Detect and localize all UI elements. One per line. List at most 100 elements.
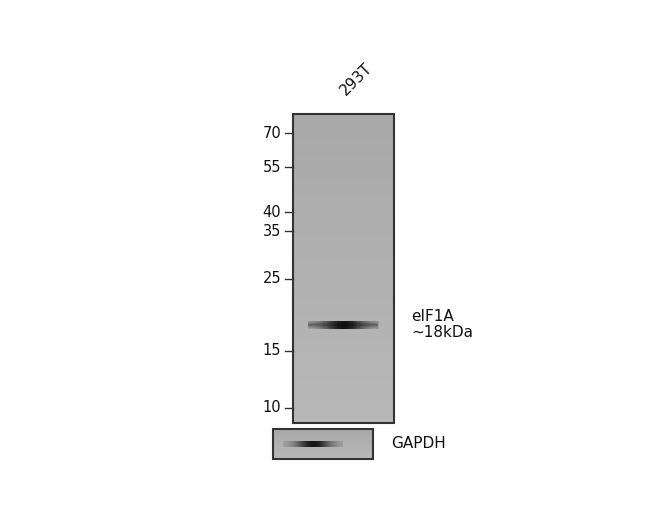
Bar	[273, 436, 373, 437]
Bar	[352, 320, 354, 329]
Bar	[292, 165, 393, 168]
Bar	[292, 412, 393, 415]
Bar	[365, 320, 367, 329]
Bar	[368, 320, 369, 329]
Bar	[273, 434, 373, 435]
Bar	[292, 399, 393, 402]
Bar	[348, 320, 349, 329]
Bar	[336, 320, 337, 329]
Bar	[319, 440, 320, 447]
Bar	[292, 129, 393, 133]
Bar	[292, 384, 393, 387]
Bar	[335, 440, 337, 447]
Text: 10: 10	[263, 400, 281, 415]
Bar	[315, 440, 317, 447]
Bar	[292, 350, 393, 354]
Bar	[321, 440, 322, 447]
Bar	[292, 304, 393, 307]
Bar	[314, 440, 315, 447]
Bar	[320, 440, 321, 447]
Bar	[307, 440, 308, 447]
Bar	[327, 320, 328, 329]
Bar	[292, 440, 294, 447]
Bar	[292, 312, 393, 315]
Bar	[292, 212, 393, 215]
Bar	[273, 448, 373, 449]
Bar	[273, 440, 373, 441]
Bar	[273, 434, 373, 435]
Bar	[359, 320, 361, 329]
Bar	[273, 432, 373, 433]
Bar	[273, 450, 373, 451]
Bar	[299, 440, 300, 447]
Bar	[342, 320, 343, 329]
Bar	[292, 368, 393, 371]
Bar	[332, 320, 333, 329]
Bar	[273, 442, 373, 443]
Bar	[273, 441, 373, 443]
Bar	[292, 140, 393, 142]
Bar	[292, 245, 393, 248]
Bar	[273, 439, 373, 440]
Bar	[273, 432, 373, 433]
Bar	[304, 440, 305, 447]
Bar	[300, 440, 301, 447]
Bar	[292, 201, 393, 204]
Text: eIF1A: eIF1A	[411, 309, 454, 323]
Bar	[306, 440, 307, 447]
Bar	[318, 440, 319, 447]
Bar	[292, 189, 393, 191]
Bar	[273, 435, 373, 436]
Bar	[286, 440, 287, 447]
Bar	[337, 320, 339, 329]
Bar	[292, 114, 393, 423]
Bar	[273, 445, 373, 446]
Bar	[301, 440, 302, 447]
Bar	[273, 429, 373, 430]
Bar	[352, 320, 353, 329]
Bar	[292, 222, 393, 225]
Bar	[292, 394, 393, 397]
Bar	[365, 320, 366, 329]
Bar	[292, 309, 393, 313]
Bar	[292, 191, 393, 194]
Bar	[273, 439, 373, 440]
Bar	[371, 320, 373, 329]
Bar	[292, 258, 393, 261]
Bar	[349, 320, 350, 329]
Bar	[311, 320, 313, 329]
Bar	[273, 434, 373, 435]
Bar	[273, 436, 373, 437]
Bar	[273, 444, 373, 445]
Bar	[292, 407, 393, 410]
Bar	[273, 447, 373, 448]
Bar	[315, 320, 317, 329]
Bar	[273, 445, 373, 446]
Bar	[305, 440, 306, 447]
Bar	[292, 168, 393, 171]
Bar	[273, 456, 373, 457]
Bar	[292, 353, 393, 356]
Bar	[294, 440, 295, 447]
Bar	[292, 340, 393, 343]
Bar	[292, 173, 393, 176]
Bar	[292, 266, 393, 269]
Bar	[273, 446, 373, 447]
Bar	[292, 414, 393, 418]
Bar	[273, 428, 373, 429]
Bar	[273, 457, 373, 458]
Bar	[292, 268, 393, 271]
Text: 55: 55	[263, 160, 281, 175]
Bar	[292, 397, 393, 400]
Bar	[292, 299, 393, 302]
Bar	[292, 196, 393, 199]
Bar	[344, 320, 346, 329]
Bar	[273, 437, 373, 438]
Bar	[292, 361, 393, 363]
Bar	[273, 431, 373, 432]
Bar	[292, 219, 393, 223]
Bar	[324, 320, 326, 329]
Bar	[292, 356, 393, 358]
Bar	[341, 320, 343, 329]
Bar	[328, 440, 330, 447]
